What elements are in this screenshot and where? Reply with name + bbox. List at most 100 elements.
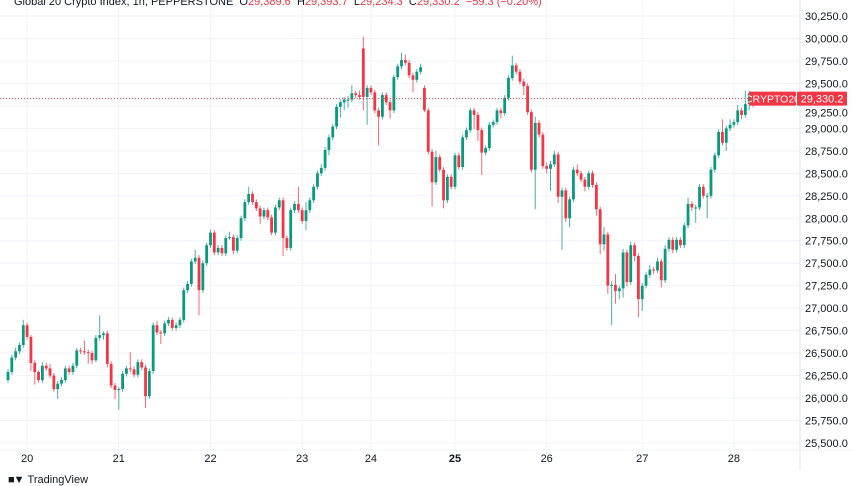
last-price-tag <box>797 91 847 106</box>
candle-body <box>63 368 67 381</box>
candle-up <box>587 170 591 190</box>
candle-down <box>140 359 144 371</box>
time-axis[interactable]: 20 21 22 23 24 25 26 27 28 <box>21 453 740 465</box>
candle-up <box>243 199 247 221</box>
candle-down <box>373 89 377 114</box>
tradingview-logo[interactable]: ■▼ TradingView <box>8 474 88 486</box>
candle-up <box>698 184 701 211</box>
candle-down <box>403 54 407 66</box>
candle-up <box>648 265 652 278</box>
candle-body <box>426 110 430 152</box>
candle-up <box>102 331 105 340</box>
candle-body <box>526 86 529 113</box>
candle-body <box>346 99 350 101</box>
x-tick-label: 27 <box>636 453 648 465</box>
candle-body <box>178 319 182 326</box>
candle-body <box>381 95 384 117</box>
candle-body <box>243 202 247 219</box>
candle-body <box>640 285 644 300</box>
candle-down <box>212 229 216 256</box>
candle-body <box>369 87 373 93</box>
candle-down <box>358 90 361 100</box>
candle-body <box>679 239 682 246</box>
candle-body <box>342 99 346 103</box>
candle-body <box>331 126 335 138</box>
candle-down <box>575 164 579 177</box>
candle-body <box>575 169 579 174</box>
candle-down <box>251 191 254 205</box>
candle-body <box>465 130 468 138</box>
candle-body <box>308 200 312 211</box>
candle-down <box>625 249 629 287</box>
candle-up <box>274 204 277 236</box>
candle-down <box>159 329 163 345</box>
candle-down <box>369 85 373 96</box>
candle-body <box>480 130 484 153</box>
candle-body <box>606 234 610 286</box>
y-tick-label: 28,250.0 <box>805 191 848 203</box>
candle-up <box>621 248 625 298</box>
candle-down <box>614 273 617 304</box>
candle-body <box>499 110 503 114</box>
y-tick-label: 28,750.0 <box>805 146 848 158</box>
candle-down <box>438 154 442 173</box>
candle-up <box>400 52 403 70</box>
candle-body <box>740 110 743 115</box>
candle-body <box>71 365 75 372</box>
candle-down <box>526 83 529 115</box>
candle-body <box>503 97 507 114</box>
candle-up <box>216 245 220 256</box>
candle-down <box>388 99 392 119</box>
candle-body <box>560 190 564 197</box>
y-tick-label: 26,000.0 <box>805 393 848 405</box>
candle-up <box>40 362 44 383</box>
candle-body <box>14 351 18 358</box>
candle-body <box>709 169 713 196</box>
candle-body <box>29 336 33 363</box>
candle-body <box>701 186 705 196</box>
y-tick-label: 26,250.0 <box>805 371 848 383</box>
candle-body <box>507 78 510 98</box>
candle-body <box>144 367 147 397</box>
candle-body <box>682 225 686 246</box>
candle-down <box>258 205 262 224</box>
candle-up <box>396 63 400 80</box>
candle-body <box>109 363 113 386</box>
candle-body <box>514 65 518 72</box>
candle-down <box>636 253 640 318</box>
candle-up <box>381 92 384 120</box>
price-axis[interactable]: 30,250.0 30,000.0 29,750.0 29,500.0 29,250.0… <box>805 11 848 450</box>
candle-body <box>419 67 423 72</box>
candle-body <box>98 335 102 338</box>
candle-down <box>690 201 694 212</box>
candle-up <box>189 258 193 287</box>
candle-body <box>247 193 251 203</box>
candle-body <box>568 199 572 219</box>
candle-up <box>60 377 63 387</box>
x-tick-label: 22 <box>204 453 216 465</box>
y-tick-label: 28,500.0 <box>805 168 848 180</box>
candle-up <box>552 150 556 168</box>
candle-up <box>732 119 736 128</box>
candle-down <box>105 330 109 368</box>
candle-body <box>239 218 243 239</box>
candle-up <box>335 104 338 130</box>
y-tick-label: 29,000.0 <box>805 123 848 135</box>
candle-up <box>533 116 537 210</box>
candle-up <box>167 317 170 327</box>
candle-down <box>659 258 663 288</box>
candle-body <box>105 333 109 364</box>
candle-down <box>407 60 411 79</box>
candle-down <box>25 322 29 340</box>
candle-up <box>201 260 205 293</box>
candle-body <box>457 155 461 168</box>
x-tick-label: 23 <box>296 453 308 465</box>
x-tick-label: 28 <box>728 453 740 465</box>
candle-body <box>228 237 231 239</box>
candle-up <box>709 167 713 199</box>
candle-body <box>21 325 25 346</box>
y-tick-label: 28,000.0 <box>805 213 848 225</box>
candle-down <box>606 231 610 294</box>
candle-body <box>629 245 633 283</box>
